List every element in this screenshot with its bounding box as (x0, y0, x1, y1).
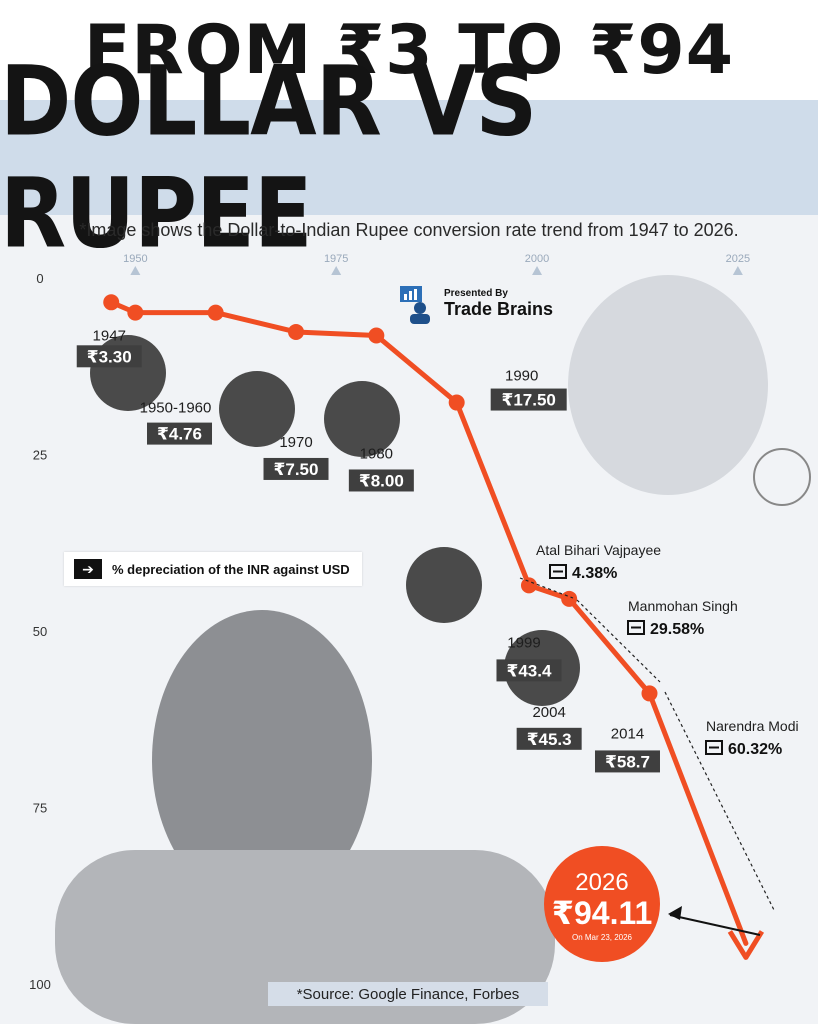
rupee-dollar-chart: 0 25 50 75 100 1950 1975 2000 2025 1947 ₹3.30 195… (29, 253, 811, 1024)
period-dotted-arrow (576, 599, 661, 683)
portraits-layer (55, 275, 811, 1024)
series-points-layer (103, 294, 658, 702)
presented-by-label: Presented By (444, 288, 508, 299)
annotation-percent: 4.38% (572, 565, 617, 582)
annotation-name: Atal Bihari Vajpayee (536, 542, 661, 558)
data-point (368, 327, 385, 344)
title-line-2: DOLLAR VS RUPEE (0, 45, 537, 270)
x-tick-label: 2025 (726, 253, 750, 265)
legend-box: ➔ % depreciation of the INR against USD (64, 552, 362, 586)
series-line-segment (293, 329, 379, 338)
portrait-indira-1970 (219, 371, 295, 447)
x-tick-label: 2000 (525, 253, 549, 265)
modi-illustration (152, 610, 372, 910)
legend-text: % depreciation of the INR against USD (112, 561, 350, 577)
data-label-year: 1980 (360, 445, 393, 462)
data-label-value: ₹7.50 (274, 460, 319, 479)
callout-pointer-arrowhead (668, 906, 682, 920)
trend-arrowhead (727, 930, 765, 960)
portrait-vajpayee (406, 547, 482, 623)
value-badge (516, 727, 582, 750)
y-tick-label: 100 (29, 977, 51, 992)
series-line-segment (373, 332, 460, 406)
arrow-right-icon (627, 620, 645, 635)
callout-value: ₹94.11 (552, 895, 653, 931)
y-tick-label: 0 (36, 271, 43, 286)
brand-block: Presented By Trade Brains (398, 284, 553, 324)
x-tick-marker (532, 266, 543, 275)
data-point (520, 577, 537, 594)
subtitle: *Image shows the Dollar-to-Indian Rupee … (79, 220, 739, 240)
title-line-1-bar: FROM ₹3 TO ₹94 (0, 0, 818, 100)
x-tick-marker (331, 266, 342, 275)
series-line-segment (454, 400, 532, 588)
x-tick-marker (732, 266, 743, 275)
brand-name: Trade Brains (444, 299, 554, 319)
data-label-value: ₹43.4 (507, 661, 552, 680)
rbi-seal-icon (753, 448, 811, 506)
modi-shoulders (55, 850, 555, 1024)
data-label-value: ₹8.00 (359, 471, 404, 490)
data-label-year: 2004 (532, 704, 565, 721)
data-point (207, 304, 224, 321)
data-label-value: ₹17.50 (501, 391, 555, 410)
data-point (288, 323, 305, 340)
series-line-segment (646, 690, 749, 946)
data-point (641, 685, 658, 702)
callout-circle (544, 846, 660, 962)
value-badge (348, 469, 414, 492)
x-tick-marker (130, 266, 141, 275)
data-label-year: 1990 (505, 368, 538, 385)
data-point (127, 304, 144, 321)
value-badge (76, 345, 142, 368)
data-label-year: 1970 (279, 434, 312, 451)
x-axis: 1950 1975 2000 2025 (123, 253, 750, 275)
data-labels-layer: 1947 ₹3.30 1950-1960 ₹4.76 1970 ₹7.50 1980 ₹8.0… (76, 327, 660, 773)
value-badge (490, 388, 567, 411)
data-label-value: ₹45.3 (527, 730, 572, 749)
data-label-year: 1947 (93, 327, 126, 344)
arrow-right-icon (549, 564, 567, 579)
annotation-percent: 29.58% (650, 621, 704, 638)
data-label-value: ₹58.7 (605, 752, 650, 771)
y-tick-label: 50 (33, 624, 47, 639)
data-point (448, 394, 465, 411)
value-badge (496, 659, 562, 682)
period-dotted-arrow (664, 691, 776, 913)
callout-pointer-line (669, 914, 761, 936)
data-point (103, 294, 120, 311)
title-line-1: FROM ₹3 TO ₹94 (83, 10, 735, 90)
data-label-value: ₹4.76 (157, 425, 202, 444)
source-note: *Source: Google Finance, Forbes (268, 982, 548, 1006)
trade-brains-logo-icon (400, 286, 430, 324)
portrait-indira-1980 (324, 381, 400, 457)
data-label-year: 1999 (507, 634, 540, 651)
annotation-name: Narendra Modi (706, 718, 799, 734)
callout-year: 2026 (575, 869, 628, 896)
callout-layer: 2026₹94.11 On Mar 23, 2026 (544, 846, 761, 962)
y-axis: 0 25 50 75 100 (29, 271, 51, 992)
data-point (561, 590, 578, 607)
arrow-right-icon: ➔ (74, 559, 102, 579)
series-line-segment (213, 310, 299, 335)
annotations-layer: Atal Bihari Vajpayee 4.38% Manmohan Singh 2… (519, 542, 799, 913)
value-badge (594, 750, 660, 773)
series-line-segment (566, 596, 652, 696)
x-tick-label: 1950 (123, 253, 147, 265)
y-tick-label: 75 (33, 801, 47, 816)
annotation-percent: 60.32% (728, 741, 782, 758)
callout-date: On Mar 23, 2026 (572, 933, 633, 942)
data-label-value: ₹3.30 (87, 347, 132, 366)
x-tick-label: 1975 (324, 253, 348, 265)
gandhi-illustration (568, 275, 768, 495)
value-badge (263, 457, 329, 480)
data-label-year: 1950-1960 (140, 400, 212, 417)
title-line-2-band: DOLLAR VS RUPEE (0, 46, 818, 270)
y-tick-label: 25 (33, 448, 47, 463)
value-badge (147, 422, 213, 445)
annotation-name: Manmohan Singh (628, 598, 738, 614)
arrow-right-icon (705, 740, 723, 755)
data-label-year: 2014 (611, 725, 644, 742)
